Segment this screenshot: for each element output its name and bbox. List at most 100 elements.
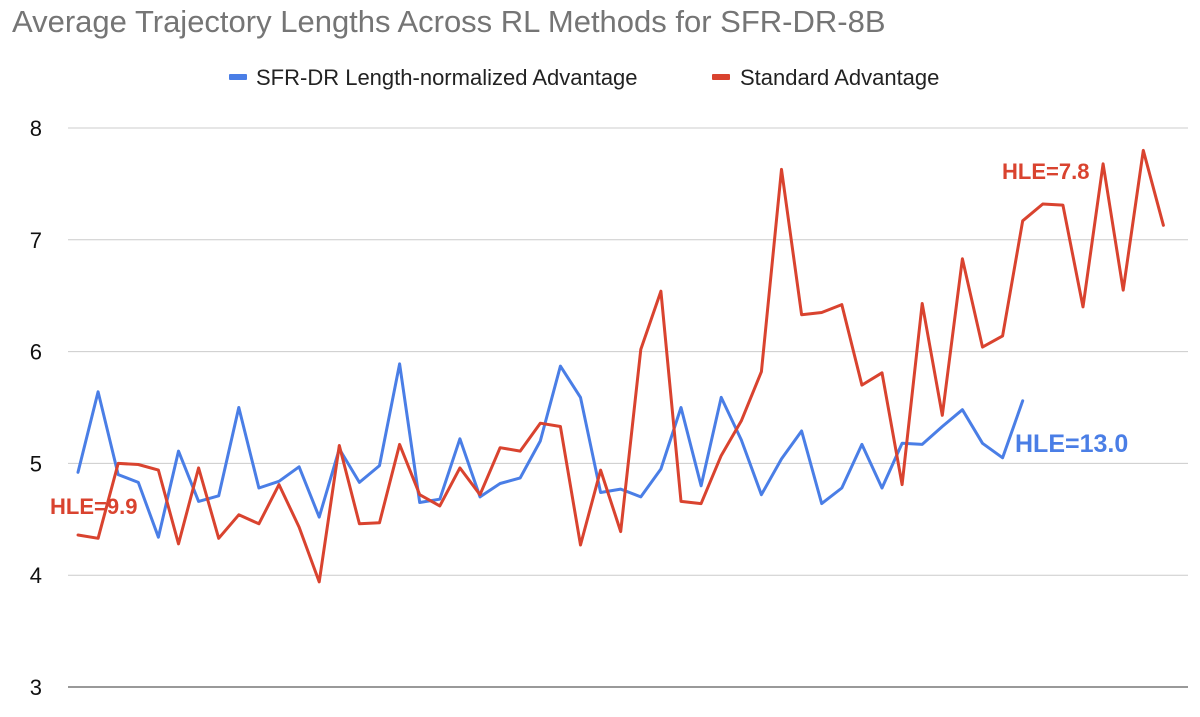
- series-1-point-13: [318, 516, 320, 518]
- series-2-point-53: [1122, 289, 1124, 291]
- series-1-point-15: [358, 481, 360, 483]
- y-tick-label-4: 4: [30, 563, 42, 588]
- series-2-point-39: [841, 304, 843, 306]
- series-2-point-20: [459, 467, 461, 469]
- series-2-point-51: [1082, 306, 1084, 308]
- series-2-point-1: [77, 534, 79, 536]
- series-1-point-41: [881, 487, 883, 489]
- series-2-point-15: [358, 523, 360, 525]
- series-1-point-27: [600, 491, 602, 493]
- series-1-point-17: [399, 363, 401, 365]
- series-1-point-9: [238, 407, 240, 408]
- series-2-point-7: [198, 467, 200, 469]
- series-2: [76, 148, 1165, 584]
- series-1-point-11: [278, 480, 280, 482]
- series-1-point-42: [901, 442, 903, 444]
- series-1-point-44: [941, 426, 943, 428]
- series-2-point-43: [921, 303, 923, 305]
- series-2-point-5: [157, 469, 159, 471]
- series-2-point-49: [1042, 203, 1044, 205]
- series-2-point-23: [519, 450, 521, 452]
- series-2-point-22: [499, 447, 501, 449]
- series-2-point-27: [600, 469, 602, 471]
- series-2-point-37: [801, 314, 803, 316]
- annotation-hle-blue: HLE=13.0: [1015, 430, 1128, 458]
- series-2-point-48: [1022, 220, 1024, 222]
- series-2-point-50: [1062, 204, 1064, 206]
- series-2-point-25: [559, 426, 561, 428]
- chart-legend: SFR-DR Length-normalized Advantage Stand…: [229, 65, 939, 90]
- series-1-point-32: [700, 485, 702, 487]
- series-2-point-55: [1162, 224, 1164, 226]
- series-2-point-11: [278, 484, 280, 486]
- series-1-point-25: [559, 365, 561, 367]
- legend-label-series-2: Standard Advantage: [740, 65, 939, 90]
- series-2-point-47: [1002, 335, 1004, 337]
- series-2-point-30: [660, 290, 662, 292]
- series-2-point-40: [861, 384, 863, 386]
- series-1-point-24: [539, 440, 541, 442]
- legend-swatch-series-2: [712, 74, 730, 80]
- series-2-point-24: [539, 422, 541, 424]
- series-1-point-20: [459, 438, 461, 440]
- series-1-point-4: [137, 481, 139, 483]
- series-2-point-32: [700, 503, 702, 505]
- series-1-point-5: [157, 536, 159, 538]
- series-1-point-18: [419, 502, 421, 504]
- series-2-point-36: [781, 168, 782, 170]
- series-2-point-14: [338, 445, 340, 447]
- series-line-1: [76, 362, 1025, 539]
- series-1-point-6: [178, 450, 179, 452]
- series-1-point-7: [198, 500, 200, 502]
- series-1-point-19: [439, 498, 441, 500]
- series-1-point-48: [1022, 400, 1024, 402]
- series-2-point-42: [901, 484, 903, 486]
- series-2-point-4: [137, 464, 139, 466]
- series-2-point-26: [580, 544, 581, 546]
- series-2-point-9: [238, 514, 240, 516]
- series-1-point-46: [982, 442, 983, 444]
- series-2-point-38: [821, 311, 823, 313]
- series-1-point-29: [640, 496, 642, 498]
- series-1-point-33: [720, 396, 722, 398]
- series-2-point-41: [881, 372, 883, 374]
- series-1: [76, 362, 1025, 539]
- series-1-point-16: [379, 465, 380, 467]
- series-2-point-10: [258, 523, 260, 525]
- annotation-hle-start: HLE=9.9: [50, 494, 137, 519]
- y-axis-ticks: 3 4 5 6 7 8: [30, 116, 42, 700]
- y-tick-label-5: 5: [30, 451, 42, 476]
- series-2-point-13: [318, 581, 320, 583]
- series-1-point-40: [861, 443, 863, 445]
- series-2-point-35: [760, 371, 762, 373]
- legend-swatch-series-1: [229, 74, 247, 80]
- series-2-point-28: [620, 531, 622, 533]
- series-1-point-37: [801, 430, 803, 432]
- series-2-point-6: [178, 543, 179, 545]
- series-1-point-30: [660, 468, 662, 470]
- series-2-point-46: [982, 346, 983, 348]
- series-2-point-16: [379, 522, 380, 524]
- series-1-point-23: [519, 477, 521, 479]
- series-2-point-45: [961, 258, 963, 260]
- series-2-point-29: [640, 348, 642, 350]
- y-tick-label-8: 8: [30, 116, 42, 141]
- series-1-point-2: [97, 391, 99, 393]
- series-2-point-3: [117, 462, 119, 464]
- series-2-point-21: [479, 494, 481, 496]
- chart-annotations: HLE=9.9 HLE=7.8 HLE=13.0: [50, 159, 1128, 519]
- y-tick-label-7: 7: [30, 228, 42, 253]
- series-1-point-31: [680, 407, 682, 408]
- series-1-point-34: [740, 439, 742, 441]
- chart-title: Average Trajectory Lengths Across RL Met…: [12, 4, 886, 39]
- series-line-2: [76, 148, 1165, 584]
- series-1-point-12: [298, 466, 300, 468]
- series-1-point-47: [1002, 457, 1004, 459]
- series-1-point-39: [841, 487, 843, 489]
- series-2-point-31: [680, 500, 682, 502]
- series-2-point-2: [97, 537, 99, 539]
- series-1-point-28: [620, 488, 622, 490]
- series-1-point-36: [781, 458, 782, 460]
- series-2-point-54: [1142, 149, 1144, 151]
